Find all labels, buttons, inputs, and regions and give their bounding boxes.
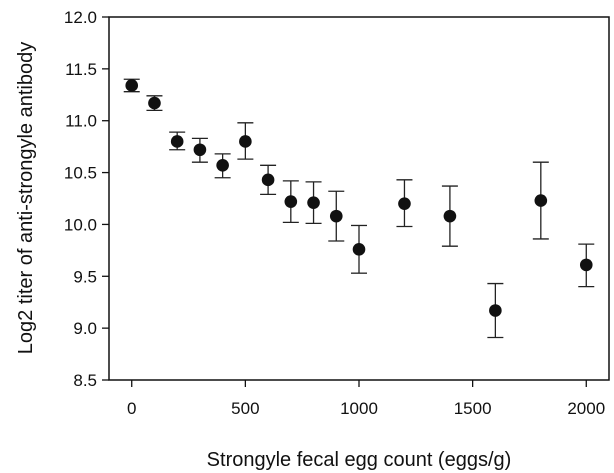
data-point [579,258,593,272]
y-tick-label: 9.0 [73,319,97,338]
x-tick-label: 500 [231,399,259,418]
y-axis: 8.5 9.0 9.5 10.0 10.5 11.0 11.5 12.0 [64,8,109,390]
data-point [193,143,207,157]
y-tick-label: 10.5 [64,164,97,183]
data-point [534,194,548,207]
data-point [148,96,161,110]
y-tick-label: 9.5 [73,267,97,286]
data-point [125,79,139,92]
y-tick-label: 10.0 [64,215,97,234]
data-point [307,196,320,209]
data-point [352,243,366,256]
x-tick-label: 1500 [454,399,492,418]
y-tick-label: 11.0 [65,112,97,131]
x-tick-label: 2000 [567,399,605,418]
x-tick-label: 0 [127,399,136,418]
data-point [239,135,252,148]
data-point [170,135,184,148]
data-point [329,209,343,223]
error-bar-group [123,78,595,339]
data-point [489,304,502,317]
y-tick-label: 12.0 [64,8,97,27]
y-tick-label: 11.5 [65,60,97,79]
y-axis-title: Log2 titer of anti-strongyle antibody [15,42,37,354]
data-point [261,173,275,187]
data-point [443,209,457,223]
x-axis: 0 500 1000 1500 2000 [127,380,605,418]
data-point-group [125,79,593,317]
x-tick-label: 1000 [340,399,378,418]
data-point [284,195,298,208]
data-point [398,197,411,210]
plot-area-frame [108,16,610,381]
y-tick-label: 8.5 [73,371,97,390]
data-point [216,159,229,172]
x-axis-title: Strongyle fecal egg count (eggs/g) [207,449,512,471]
